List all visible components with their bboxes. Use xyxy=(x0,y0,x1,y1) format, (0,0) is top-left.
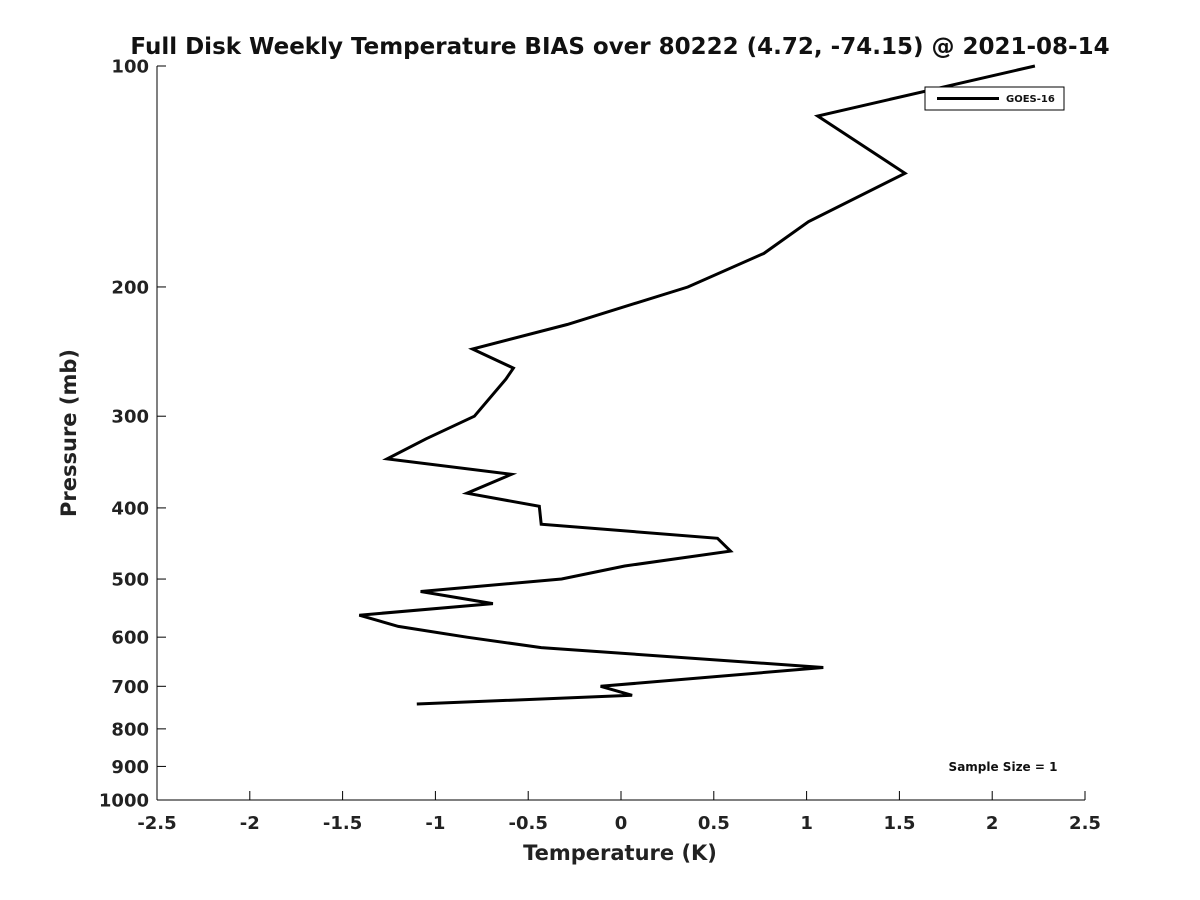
x-tick-label: 2 xyxy=(986,813,999,834)
y-tick-label: 1000 xyxy=(99,791,149,812)
y-tick-label: 400 xyxy=(111,498,149,519)
y-tick-label: 600 xyxy=(111,628,149,649)
x-tick-label: -1 xyxy=(425,813,445,834)
x-axis-label: Temperature (K) xyxy=(523,841,717,865)
y-axis-label: Pressure (mb) xyxy=(57,349,81,517)
y-tick-label: 100 xyxy=(111,57,149,78)
y-tick-label: 200 xyxy=(111,277,149,298)
x-tick-label: -0.5 xyxy=(509,813,548,834)
y-tick-label: 900 xyxy=(111,757,149,778)
y-tick-label: 500 xyxy=(111,570,149,591)
legend-label-goes-16: GOES-16 xyxy=(1006,94,1055,105)
x-tick-label: 1 xyxy=(800,813,813,834)
x-tick-label: 2.5 xyxy=(1069,813,1101,834)
y-axis: 100 200 300 400 500 600 700 800 900 1000 xyxy=(99,57,166,812)
x-tick-label: 0.5 xyxy=(698,813,730,834)
y-tick-label: 700 xyxy=(111,677,149,698)
plot-area xyxy=(156,66,1085,801)
x-tick-label: 0 xyxy=(615,813,628,834)
x-axis: -2.5 -2 -1.5 -1 -0.5 0 0.5 1 1.5 2 2.5 xyxy=(137,791,1101,834)
x-tick-label: -1.5 xyxy=(323,813,362,834)
x-tick-label: 1.5 xyxy=(883,813,915,834)
series-layer xyxy=(358,64,1036,706)
sample-size-note: Sample Size = 1 xyxy=(949,760,1058,774)
x-tick-label: -2 xyxy=(240,813,260,834)
x-tick-label: -2.5 xyxy=(137,813,176,834)
legend: GOES-16 xyxy=(924,86,1065,111)
y-tick-label: 800 xyxy=(111,719,149,740)
y-tick-label: 300 xyxy=(111,407,149,428)
series-line-goes-16 xyxy=(358,64,1036,706)
chart-title: Full Disk Weekly Temperature BIAS over 8… xyxy=(130,34,1109,60)
